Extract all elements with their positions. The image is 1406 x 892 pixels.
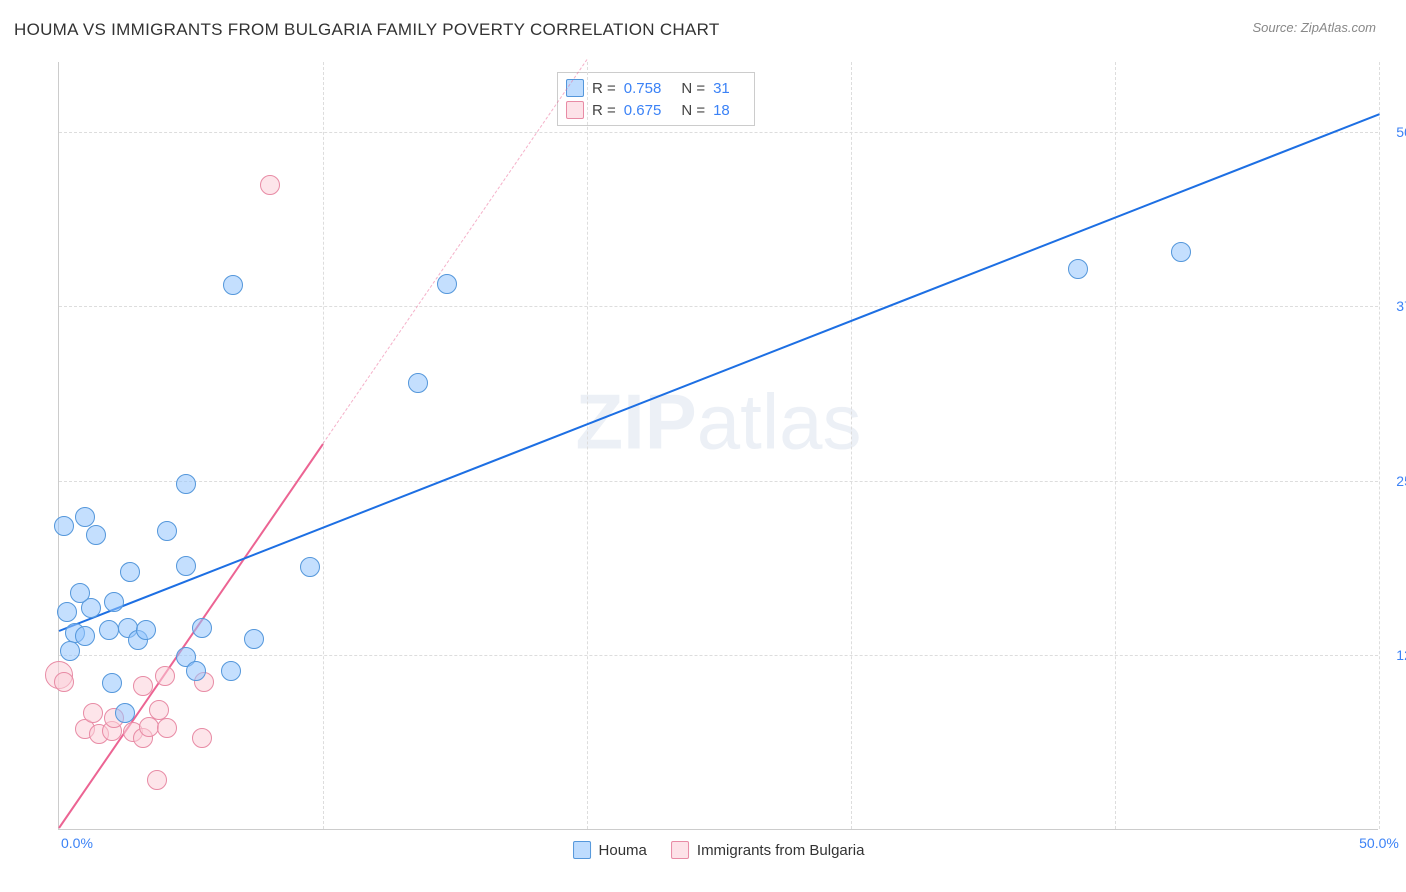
stat-r-value: 0.758 bbox=[624, 80, 662, 97]
data-point-pink bbox=[147, 770, 167, 790]
gridline-h bbox=[59, 132, 1378, 133]
data-point-blue bbox=[192, 618, 212, 638]
gridline-v bbox=[587, 62, 588, 829]
data-point-pink bbox=[155, 666, 175, 686]
swatch-pink-icon bbox=[671, 841, 689, 859]
y-tick-label: 25.0% bbox=[1386, 473, 1406, 489]
source-attribution: Source: ZipAtlas.com bbox=[1252, 20, 1376, 35]
data-point-pink bbox=[260, 175, 280, 195]
data-point-blue bbox=[186, 661, 206, 681]
gridline-h bbox=[59, 655, 1378, 656]
stat-r-label: R = bbox=[592, 102, 616, 119]
x-tick-label: 0.0% bbox=[61, 835, 93, 851]
stat-n-value: 31 bbox=[713, 80, 730, 97]
data-point-blue bbox=[60, 641, 80, 661]
y-tick-label: 37.5% bbox=[1386, 298, 1406, 314]
legend-item-blue: Houma bbox=[573, 841, 647, 859]
trend-line-pink bbox=[58, 444, 324, 829]
data-point-pink bbox=[149, 700, 169, 720]
swatch-blue-icon bbox=[566, 79, 584, 97]
plot-area: ZIPatlas R = 0.758 N = 31 R = 0.675 N = … bbox=[58, 62, 1378, 830]
stat-r-value: 0.675 bbox=[624, 102, 662, 119]
data-point-blue bbox=[437, 274, 457, 294]
data-point-blue bbox=[54, 516, 74, 536]
data-point-blue bbox=[136, 620, 156, 640]
data-point-blue bbox=[221, 661, 241, 681]
stats-row-blue: R = 0.758 N = 31 bbox=[566, 77, 742, 99]
data-point-pink bbox=[133, 676, 153, 696]
data-point-pink bbox=[83, 703, 103, 723]
data-point-blue bbox=[408, 373, 428, 393]
stat-n-label: N = bbox=[681, 102, 705, 119]
x-tick-label: 50.0% bbox=[1359, 835, 1399, 851]
legend-label: Houma bbox=[599, 842, 647, 859]
y-tick-label: 50.0% bbox=[1386, 124, 1406, 140]
data-point-blue bbox=[120, 562, 140, 582]
bottom-legend: Houma Immigrants from Bulgaria bbox=[573, 841, 865, 859]
data-point-blue bbox=[86, 525, 106, 545]
data-point-blue bbox=[102, 673, 122, 693]
data-point-blue bbox=[115, 703, 135, 723]
stat-r-label: R = bbox=[592, 80, 616, 97]
data-point-blue bbox=[75, 626, 95, 646]
data-point-blue bbox=[157, 521, 177, 541]
data-point-blue bbox=[57, 602, 77, 622]
stat-n-label: N = bbox=[681, 80, 705, 97]
data-point-blue bbox=[75, 507, 95, 527]
swatch-pink-icon bbox=[566, 101, 584, 119]
data-point-blue bbox=[1068, 259, 1088, 279]
plot-container: Family Poverty ZIPatlas R = 0.758 N = 31… bbox=[14, 48, 1392, 868]
data-point-pink bbox=[192, 728, 212, 748]
data-point-blue bbox=[223, 275, 243, 295]
gridline-v bbox=[1379, 62, 1380, 829]
gridline-v bbox=[851, 62, 852, 829]
data-point-blue bbox=[244, 629, 264, 649]
swatch-blue-icon bbox=[573, 841, 591, 859]
data-point-blue bbox=[104, 592, 124, 612]
data-point-blue bbox=[300, 557, 320, 577]
trend-line-pink-extrap bbox=[323, 59, 588, 444]
data-point-blue bbox=[70, 583, 90, 603]
gridline-h bbox=[59, 306, 1378, 307]
data-point-pink bbox=[157, 718, 177, 738]
chart-title: HOUMA VS IMMIGRANTS FROM BULGARIA FAMILY… bbox=[14, 20, 720, 40]
data-point-pink bbox=[139, 717, 159, 737]
stat-n-value: 18 bbox=[713, 102, 730, 119]
data-point-pink bbox=[54, 672, 74, 692]
data-point-blue bbox=[99, 620, 119, 640]
legend-label: Immigrants from Bulgaria bbox=[697, 842, 865, 859]
legend-item-pink: Immigrants from Bulgaria bbox=[671, 841, 865, 859]
gridline-v bbox=[1115, 62, 1116, 829]
gridline-h bbox=[59, 481, 1378, 482]
data-point-blue bbox=[176, 474, 196, 494]
watermark: ZIPatlas bbox=[575, 377, 861, 468]
data-point-blue bbox=[1171, 242, 1191, 262]
stats-row-pink: R = 0.675 N = 18 bbox=[566, 99, 742, 121]
data-point-blue bbox=[176, 556, 196, 576]
y-tick-label: 12.5% bbox=[1386, 647, 1406, 663]
trend-line-blue bbox=[59, 114, 1380, 633]
